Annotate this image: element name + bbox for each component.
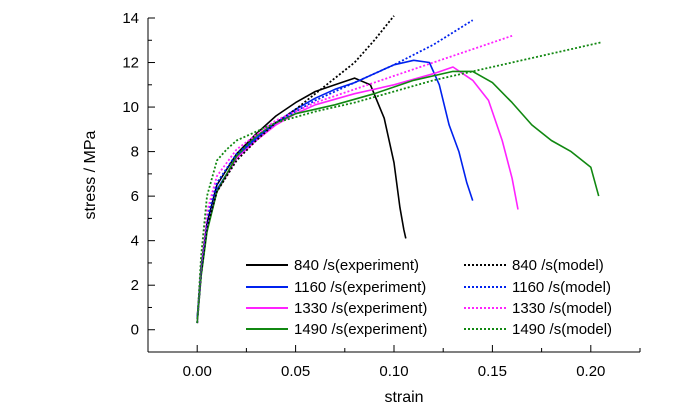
- y-tick-label: 4: [131, 233, 139, 250]
- legend-label: 1490 /s(experiment): [294, 321, 427, 338]
- legend-label: 840 /s(experiment): [294, 257, 419, 274]
- y-tick-label: 14: [122, 10, 139, 27]
- x-axis: 0.00 0.05 0.10 0.15 0.20: [147, 345, 641, 380]
- y-axis-title: stress / MPa: [82, 130, 99, 219]
- series-layer: [196, 15, 601, 324]
- x-tick-label: 0.20: [576, 363, 605, 380]
- y-tick-label: 10: [122, 99, 139, 116]
- x-tick-label: 0.05: [281, 363, 310, 380]
- x-tick-label: 0.15: [478, 363, 507, 380]
- x-tick-label: 0.00: [183, 363, 212, 380]
- series-line-1: [196, 77, 407, 319]
- y-tick-label: 8: [131, 144, 139, 161]
- series-line-5: [196, 15, 395, 324]
- y-tick-label: 6: [131, 188, 139, 205]
- y-tick-label: 0: [131, 322, 139, 339]
- y-tick-label: 2: [131, 277, 139, 294]
- y-tick-label: 12: [122, 55, 139, 72]
- legend-label: 1330 /s(model): [512, 300, 612, 317]
- series-line-7: [196, 34, 513, 324]
- series-line-8: [196, 41, 601, 324]
- legend-label: 1330 /s(experiment): [294, 300, 427, 317]
- legend-label: 840 /s(model): [512, 257, 604, 274]
- legend-label: 1490 /s(model): [512, 321, 612, 338]
- legend-label: 1160 /s(experiment): [294, 279, 426, 296]
- y-axis: 0 2 4 6 8 10 12 14: [122, 10, 155, 353]
- x-axis-title: strain: [384, 389, 423, 406]
- x-tick-label: 0.10: [379, 363, 408, 380]
- legend: 840 /s(experiment) 1160 /s(experiment) 133…: [246, 257, 612, 338]
- legend-label: 1160 /s(model): [512, 279, 611, 296]
